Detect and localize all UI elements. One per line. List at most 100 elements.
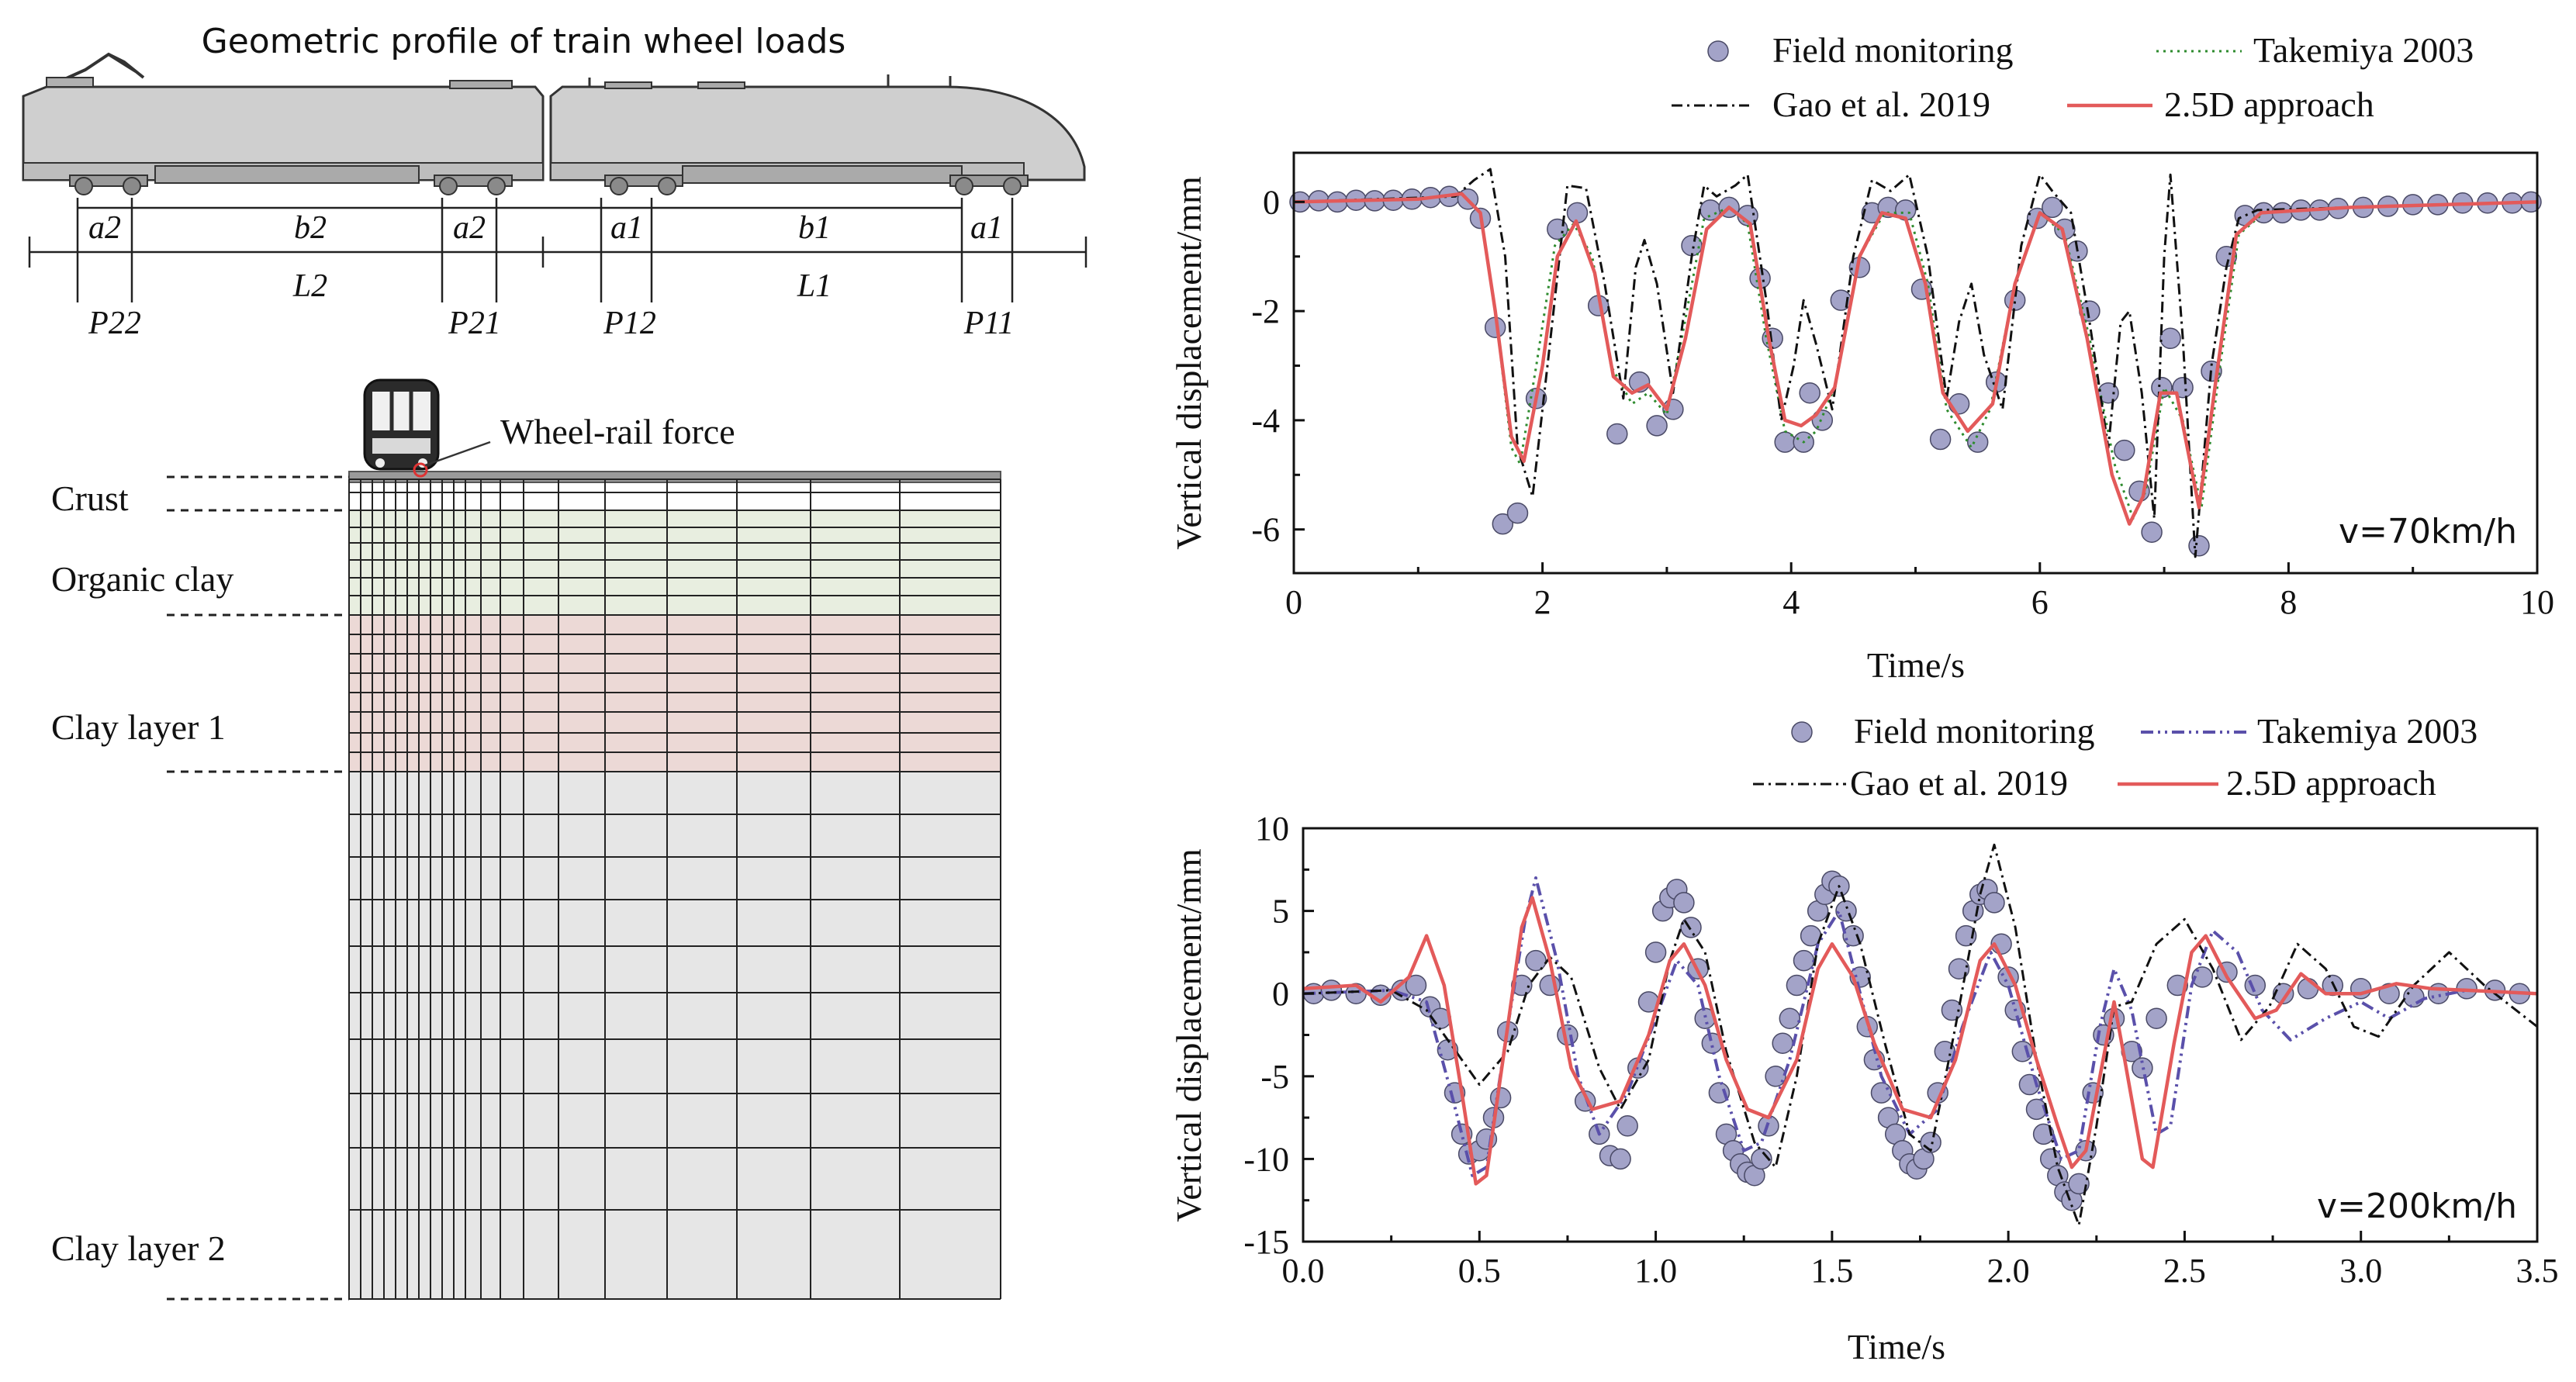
legend-marker xyxy=(1791,721,1813,743)
wheel-rail-force-label: Wheel-rail force xyxy=(500,412,735,451)
load-P12: P12 xyxy=(603,306,656,341)
rear-car-box xyxy=(154,165,420,184)
chart-point xyxy=(1870,1082,1893,1104)
wheelsets xyxy=(69,174,1029,195)
chart-bottom-axes: 0.0 0.5 1.0 1.5 2.0 2.5 3.0 3.5 10 5 0 -5 -10 -15 xyxy=(1243,810,2558,1290)
chart-series-line xyxy=(1293,192,2538,526)
soil-model: Wheel-rail force Crust Organic clay Clay… xyxy=(51,378,1001,1301)
y-tick-label: 0 xyxy=(1263,183,1280,221)
chart-series-line xyxy=(1293,192,2538,520)
chart-point xyxy=(2146,1007,2167,1029)
dim-L1: L1 xyxy=(797,268,832,304)
chart-top-ylabel: Vertical displacement/mm xyxy=(1169,176,1208,550)
layer-label-clay-layer-1: Clay layer 1 xyxy=(51,707,226,747)
train-profile: Geometric profile of train wheel loads xyxy=(22,22,1087,341)
chart-point xyxy=(1492,513,1514,535)
legend-label: Takemiya 2003 xyxy=(2253,30,2474,70)
chart-point xyxy=(1610,1148,1631,1170)
chart-point xyxy=(2141,521,2163,543)
legend-label: Takemiya 2003 xyxy=(2257,711,2477,751)
dim-b1: b1 xyxy=(798,210,831,246)
y-tick-label: 5 xyxy=(1272,893,1289,931)
chart-series-line xyxy=(1302,876,2538,1177)
chart-series-line xyxy=(1302,843,2538,1227)
chart-point xyxy=(1680,917,1702,938)
chart-point xyxy=(1320,979,1343,1001)
layer-label-crust: Crust xyxy=(51,479,129,518)
x-tick-label: 3.0 xyxy=(2339,1252,2382,1290)
layer-fill-organic-clay xyxy=(349,510,1001,615)
front-car-roof-unit xyxy=(604,81,652,89)
chart-bottom-xlabel: Time/s xyxy=(1848,1327,1945,1366)
chart-series-line xyxy=(1302,896,2538,1186)
y-tick-label: -10 xyxy=(1243,1140,1289,1178)
train-front-icon xyxy=(363,378,440,471)
chart-top-annotation: v=70km/h xyxy=(2339,512,2517,551)
y-tick-label: 10 xyxy=(1255,810,1289,848)
front-car-box xyxy=(682,165,963,184)
chart-top: 0 2 4 6 8 10 0 -2 -4 -6 Time/s Vertical displacem… xyxy=(1169,30,2554,685)
y-tick-label: -2 xyxy=(1251,292,1280,330)
chart-point xyxy=(1948,958,1970,979)
chart-point xyxy=(2191,966,2213,988)
chart-point xyxy=(1708,1082,1731,1104)
dim-a1-right: a1 xyxy=(970,210,1003,246)
rear-car-vent xyxy=(46,77,94,88)
legend-label: Gao et al. 2019 xyxy=(1772,85,1990,124)
x-tick-label: 6 xyxy=(2031,583,2049,621)
x-tick-label: 0.0 xyxy=(1282,1252,1325,1290)
dim-a2-right: a2 xyxy=(453,210,486,246)
dim-L2: L2 xyxy=(292,268,327,304)
chart-point xyxy=(1799,382,1820,404)
x-tick-label: 1.0 xyxy=(1634,1252,1677,1290)
chart-top-xlabel: Time/s xyxy=(1867,645,1965,685)
chart-point xyxy=(2244,974,2267,997)
x-tick-label: 2.5 xyxy=(2163,1252,2206,1290)
legend-label: Field monitoring xyxy=(1772,30,2014,70)
chart-point xyxy=(1941,999,1963,1021)
chart-series-line xyxy=(1293,168,2538,558)
chart-point xyxy=(1673,892,1695,914)
chart-bottom-series xyxy=(1302,843,2538,1227)
chart-bottom: 0.0 0.5 1.0 1.5 2.0 2.5 3.0 3.5 10 5 0 -5 -10 -15 Tim… xyxy=(1169,711,2559,1366)
chart-point xyxy=(1765,1066,1786,1087)
chart-point xyxy=(1405,974,1427,997)
x-tick-label: 10 xyxy=(2520,583,2554,621)
layer-label-organic-clay: Organic clay xyxy=(51,559,233,599)
chart-top-series xyxy=(1289,168,2542,558)
chart-point xyxy=(2011,1041,2034,1062)
chart-point xyxy=(1489,1087,1512,1109)
legend-label: 2.5D approach xyxy=(2164,85,2374,124)
chart-bottom-ylabel: Vertical displacement/mm xyxy=(1169,848,1208,1222)
chart-point xyxy=(1929,428,1952,451)
chart-point xyxy=(1751,1148,1772,1170)
chart-bottom-legend: Field monitoring Takemiya 2003 Gao et al. … xyxy=(1753,711,2477,803)
legend-label: Field monitoring xyxy=(1854,711,2095,751)
chart-point xyxy=(1786,974,1808,997)
y-tick-label: -5 xyxy=(1260,1058,1289,1096)
chart-point xyxy=(1779,1007,1801,1029)
load-P22: P22 xyxy=(88,306,141,341)
chart-point xyxy=(1646,415,1668,437)
dim-a2-left: a2 xyxy=(88,210,121,246)
chart-point xyxy=(1506,502,1529,524)
dim-b2: b2 xyxy=(294,210,327,246)
chart-top-axes: 0 2 4 6 8 10 0 -2 -4 -6 xyxy=(1251,183,2554,621)
chart-point xyxy=(1606,423,1628,445)
x-tick-label: 4 xyxy=(1782,583,1800,621)
chart-top-legend: Field monitoring Takemiya 2003 Gao et al. … xyxy=(1672,30,2474,124)
dimension-lines xyxy=(28,198,1087,302)
wheel-rail-force-marker xyxy=(413,462,428,478)
chart-point xyxy=(1762,327,1783,350)
x-tick-label: 8 xyxy=(2280,583,2297,621)
x-tick-label: 1.5 xyxy=(1810,1252,1853,1290)
dimension-labels: a2 b2 a2 a1 b1 a1 L2 L1 xyxy=(88,210,1003,304)
x-tick-label: 2.0 xyxy=(1987,1252,2030,1290)
chart-point xyxy=(2403,986,2425,1008)
chart-point xyxy=(1511,974,1533,997)
x-tick-label: 3.5 xyxy=(2516,1252,2559,1290)
dim-a1-left: a1 xyxy=(610,210,643,246)
chart-point xyxy=(1616,1115,1638,1137)
y-tick-label: 0 xyxy=(1272,975,1289,1013)
chart-point xyxy=(2042,196,2063,219)
